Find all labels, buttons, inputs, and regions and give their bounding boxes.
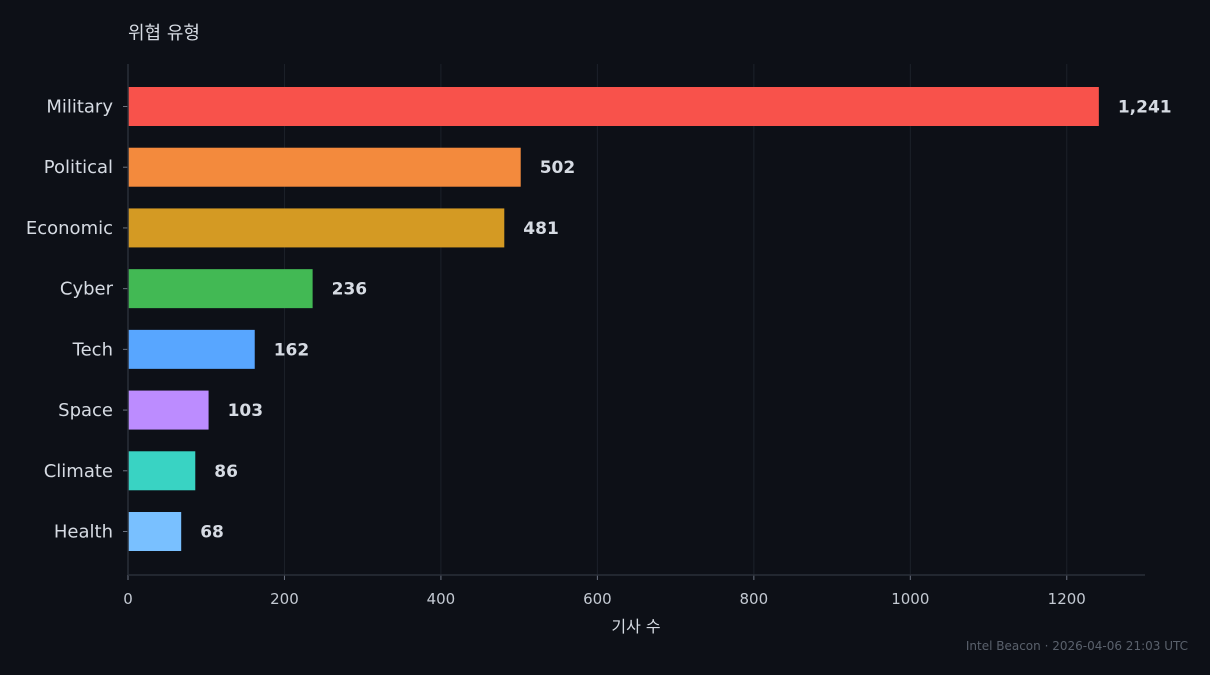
bar-economic bbox=[128, 208, 505, 248]
x-tick-label: 200 bbox=[270, 590, 299, 608]
value-label-economic: 481 bbox=[523, 219, 559, 239]
value-label-health: 68 bbox=[200, 523, 224, 543]
bar-space bbox=[128, 390, 209, 430]
chart-title: 위협 유형 bbox=[128, 23, 200, 44]
y-tick-label-economic: Economic bbox=[26, 218, 113, 239]
y-tick-label-political: Political bbox=[44, 157, 113, 178]
x-tick-label: 800 bbox=[740, 590, 769, 608]
value-label-tech: 162 bbox=[274, 340, 310, 360]
x-axis-label: 기사 수 bbox=[611, 617, 660, 636]
bar-tech bbox=[128, 329, 255, 369]
x-tick-label: 0 bbox=[123, 590, 133, 608]
value-label-political: 502 bbox=[540, 158, 576, 178]
footer-credit: Intel Beacon · 2026-04-06 21:03 UTC bbox=[966, 639, 1188, 653]
value-label-space: 103 bbox=[228, 401, 264, 421]
x-tick-label: 600 bbox=[583, 590, 612, 608]
bar-military bbox=[128, 87, 1099, 126]
grid-lines bbox=[127, 64, 1068, 575]
x-tick-label: 1200 bbox=[1048, 590, 1086, 608]
value-label-climate: 86 bbox=[214, 462, 238, 482]
bars-group: 1,241 502 481 236 162 103 86 68 bbox=[128, 87, 1172, 551]
bar-political bbox=[128, 147, 521, 187]
y-tick-label-cyber: Cyber bbox=[60, 279, 114, 300]
y-tick-label-military: Military bbox=[46, 97, 113, 118]
value-label-cyber: 236 bbox=[332, 280, 368, 300]
footer-timestamp: 2026-04-06 21:03 UTC bbox=[1052, 639, 1188, 653]
x-tick-label: 1000 bbox=[891, 590, 929, 608]
y-tick-label-climate: Climate bbox=[44, 461, 113, 482]
y-tick-label-space: Space bbox=[58, 400, 113, 421]
footer-source: Intel Beacon bbox=[965, 639, 1041, 653]
axes-group: 0 200 400 600 800 1000 1200 Military Political Ec… bbox=[26, 64, 1145, 608]
bar-health bbox=[128, 512, 182, 551]
bar-cyber bbox=[128, 269, 313, 309]
x-tick-label: 400 bbox=[427, 590, 456, 608]
value-label-military: 1,241 bbox=[1118, 98, 1172, 118]
bar-climate bbox=[128, 451, 196, 491]
y-tick-label-tech: Tech bbox=[72, 339, 113, 360]
y-tick-label-health: Health bbox=[54, 522, 113, 543]
footer-separator: · bbox=[1044, 639, 1049, 653]
